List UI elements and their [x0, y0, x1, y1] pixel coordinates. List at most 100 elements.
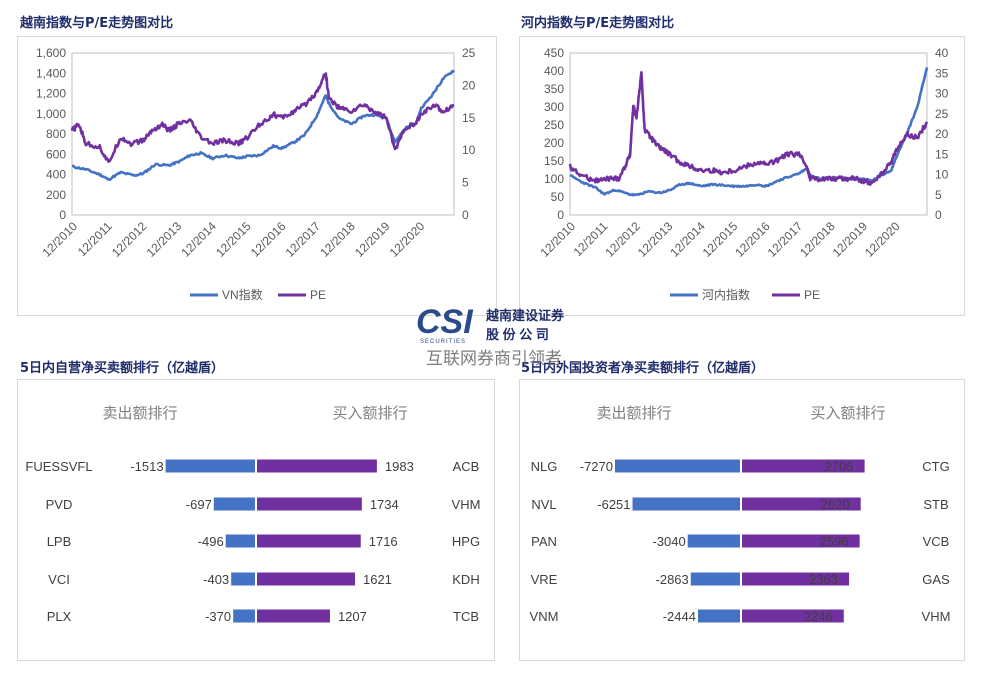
- company-name-line2: 股 份 公 司: [486, 327, 549, 342]
- y-left-tick-label: 1,400: [36, 66, 66, 80]
- foreign-trade-title: 5日内外国投资者净买卖额排行（亿越盾）: [521, 361, 765, 376]
- x-tick-label: 12/2018: [317, 219, 358, 260]
- sell-bar: [225, 534, 255, 548]
- x-tick-label: 12/2019: [830, 219, 871, 260]
- x-tick-label: 12/2016: [248, 219, 289, 260]
- buy-ticker: ACB: [453, 459, 480, 474]
- plot-frame: [569, 52, 928, 216]
- y-left-tick-label: 0: [59, 208, 66, 222]
- legend-label: PE: [804, 288, 820, 302]
- y-right-tick-label: 5: [935, 188, 942, 202]
- x-tick-label: 12/2017: [283, 219, 324, 260]
- sell-ticker: PAN: [531, 534, 557, 549]
- buy-value-label: 2363: [809, 572, 838, 587]
- buy-ticker: CTG: [922, 459, 949, 474]
- y-left-tick-label: 1,600: [36, 46, 66, 60]
- sell-value-label: -697: [186, 497, 212, 512]
- sell-value-label: -403: [203, 572, 229, 587]
- series-line-index: [71, 69, 456, 182]
- buy-value-label: 2620: [821, 497, 850, 512]
- sell-value-label: -3040: [652, 534, 685, 549]
- sell-bar: [615, 459, 740, 473]
- x-tick-label: 12/2010: [39, 219, 80, 260]
- buy-value-label: 1983: [385, 459, 414, 474]
- y-left-tick-label: 250: [544, 118, 564, 132]
- sell-value-label: -1513: [130, 459, 163, 474]
- buy-bar: [257, 459, 377, 473]
- buy-value-label: 2706: [825, 459, 854, 474]
- buy-ticker: STB: [923, 497, 948, 512]
- x-tick-label: 12/2020: [387, 219, 428, 260]
- y-left-tick-label: 50: [551, 190, 565, 204]
- x-tick-label: 12/2012: [602, 219, 643, 260]
- sell-bar: [697, 609, 740, 623]
- sell-ticker: VRE: [531, 572, 558, 587]
- buy-header: 买入额排行: [810, 405, 885, 422]
- sell-header: 卖出额排行: [596, 405, 671, 422]
- sell-value-label: -370: [205, 609, 231, 624]
- buy-bar: [257, 497, 362, 511]
- y-right-tick-label: 0: [935, 208, 942, 222]
- legend-label: VN指数: [222, 287, 263, 302]
- buy-bar: [257, 609, 330, 623]
- sell-ticker: VNM: [530, 609, 559, 624]
- y-left-tick-label: 600: [46, 147, 66, 161]
- y-left-tick-label: 800: [46, 127, 66, 141]
- y-right-tick-label: 35: [935, 66, 949, 80]
- y-left-tick-label: 400: [46, 168, 66, 182]
- watermark-caption: 互联网券商引领者: [426, 349, 562, 369]
- x-tick-label: 12/2014: [178, 219, 219, 260]
- sell-bar: [690, 572, 740, 586]
- x-tick-label: 12/2013: [635, 219, 676, 260]
- sell-ticker: LPB: [47, 534, 72, 549]
- hn-chart-title: 河内指数与P/E走势图对比: [521, 16, 675, 31]
- y-left-tick-label: 450: [544, 46, 564, 60]
- vn-chart-panel: 0 200 400 600 800 1,000 1,200 1,400 1,600 0 5 10 15 2…: [17, 36, 497, 316]
- y-left-tick-label: 0: [557, 208, 564, 222]
- legend-label: 河内指数: [702, 287, 750, 302]
- sell-bar: [231, 572, 255, 586]
- x-tick-label: 12/2015: [700, 219, 741, 260]
- buy-value-label: 2246: [804, 609, 833, 624]
- buy-ticker: VCB: [923, 534, 950, 549]
- self-trade-panel: 卖出额排行 买入额排行 -1513 FUESSVFL -697 PVD -496 LPB -40…: [17, 379, 495, 661]
- y-right-tick-label: 20: [935, 127, 949, 141]
- foreign-trade-bar-chart: 卖出额排行 买入额排行 -7270 NLG -6251 NVL -3040 PAN -2863 V…: [530, 405, 951, 624]
- x-tick-label: 12/2020: [862, 219, 903, 260]
- x-tick-label: 12/2010: [537, 219, 578, 260]
- buy-bar: [742, 609, 844, 623]
- buy-value-label: 1621: [363, 572, 392, 587]
- buy-bar: [742, 497, 861, 511]
- buy-ticker: HPG: [452, 534, 480, 549]
- y-left-tick-label: 1,200: [36, 87, 66, 101]
- self-trade-title: 5日内自营净买卖额排行（亿越盾）: [20, 361, 225, 376]
- buy-ticker: VHM: [922, 609, 951, 624]
- x-tick-label: 12/2018: [797, 219, 838, 260]
- buy-ticker: VHM: [452, 497, 481, 512]
- y-left-tick-label: 200: [46, 188, 66, 202]
- buy-ticker: TCB: [453, 609, 479, 624]
- sell-value-label: -2444: [663, 609, 696, 624]
- sell-value-label: -7270: [580, 459, 613, 474]
- sell-ticker: PLX: [47, 609, 72, 624]
- sell-value-label: -6251: [597, 497, 630, 512]
- buy-value-label: 2596: [820, 534, 849, 549]
- x-tick-label: 12/2012: [109, 219, 150, 260]
- sell-header: 卖出额排行: [102, 405, 177, 422]
- buy-ticker: KDH: [452, 572, 479, 587]
- csi-logo: CSI SECURITIES 越南建设证券 股 份 公 司: [414, 303, 584, 351]
- buy-bar: [257, 572, 355, 586]
- sell-ticker: VCI: [48, 572, 70, 587]
- y-right-tick-label: 0: [462, 208, 469, 222]
- csi-logo-text: CSI: [416, 303, 474, 341]
- sell-bar: [632, 497, 740, 511]
- x-tick-label: 12/2015: [213, 219, 254, 260]
- x-tick-label: 12/2013: [144, 219, 185, 260]
- self-trade-bar-chart: 卖出额排行 买入额排行 -1513 FUESSVFL -697 PVD -496 LPB -40…: [25, 405, 481, 624]
- buy-value-label: 1716: [369, 534, 398, 549]
- plot-frame: [71, 52, 455, 216]
- y-right-tick-label: 20: [462, 78, 476, 92]
- y-right-tick-label: 25: [462, 46, 476, 60]
- sell-value-label: -2863: [656, 572, 689, 587]
- vn-chart-title: 越南指数与P/E走势图对比: [20, 16, 174, 31]
